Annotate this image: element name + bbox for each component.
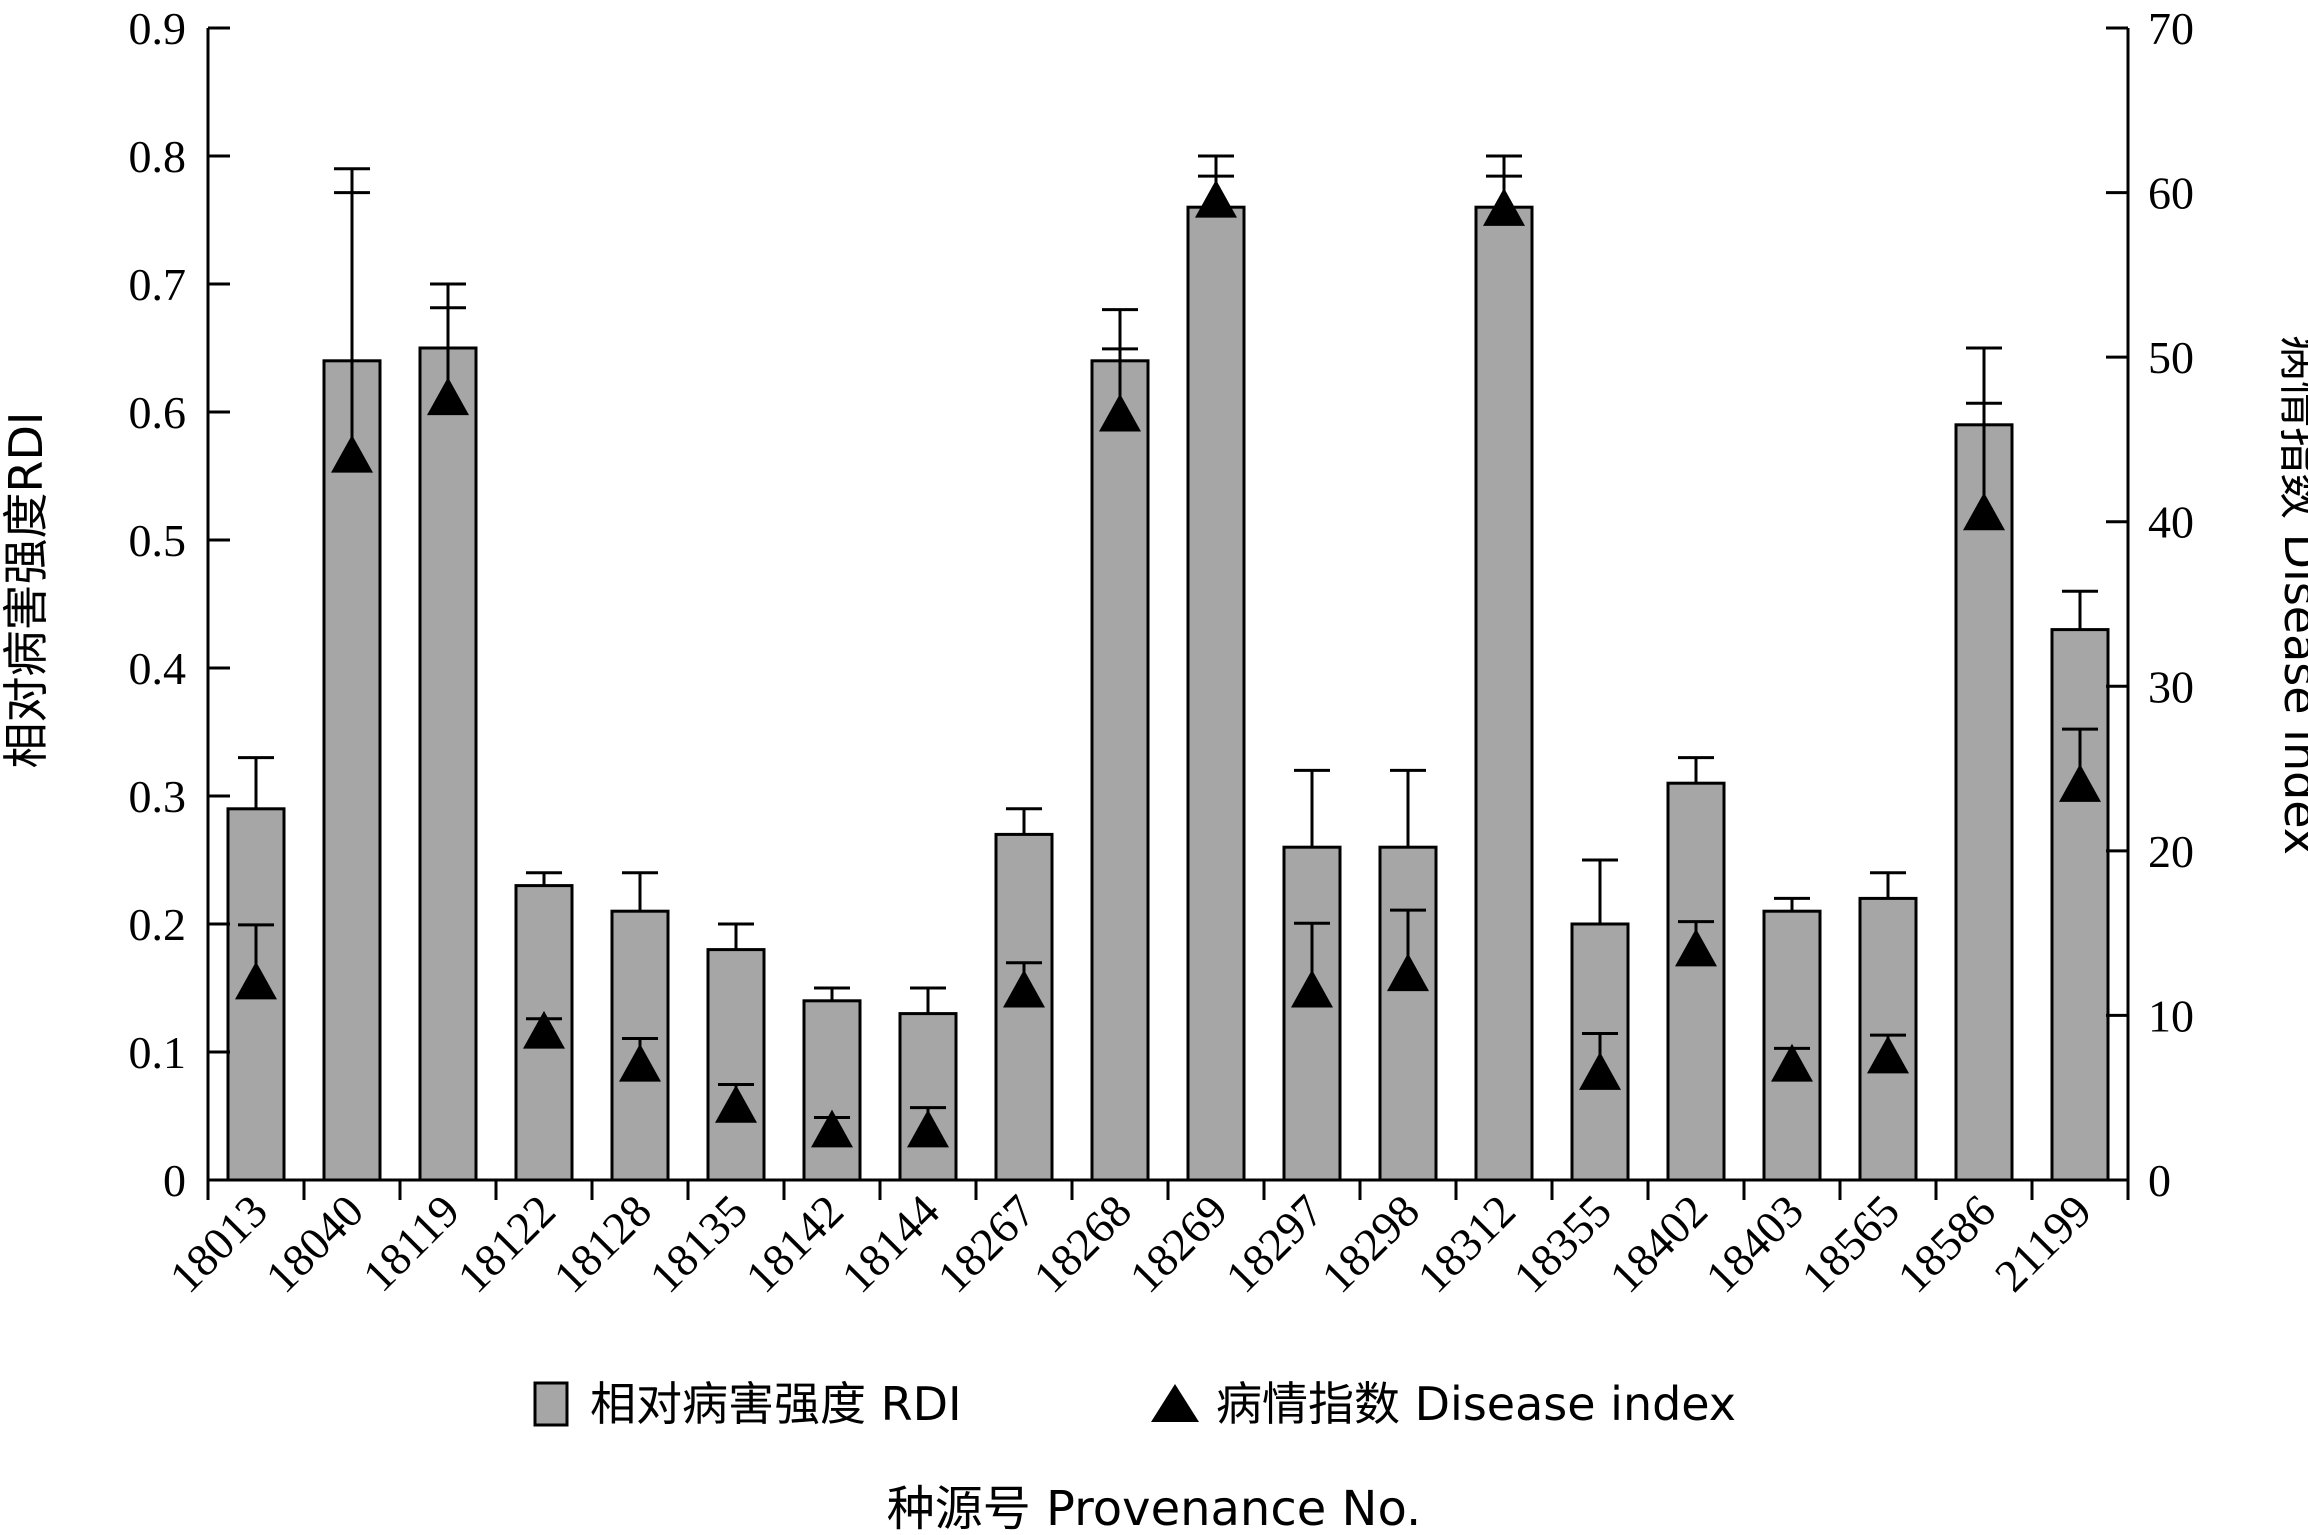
x-tick-label: 18135 (640, 1185, 757, 1302)
y-left-tick-label: 0 (163, 1155, 186, 1206)
disease-index-marker (1867, 1035, 1909, 1074)
legend-marker-swatch (1151, 1384, 1199, 1422)
x-tick-label: 18269 (1120, 1185, 1237, 1302)
rdi-bar (1282, 845, 1342, 1182)
x-tick-label: 18268 (1024, 1185, 1141, 1302)
x-tick-label: 18403 (1696, 1185, 1813, 1302)
y-left-tick-label: 0.4 (129, 643, 187, 694)
x-tick-label: 18565 (1792, 1185, 1909, 1302)
y-right-tick-label: 10 (2148, 990, 2194, 1041)
disease-index-marker (1195, 179, 1237, 218)
disease-index-marker (1291, 969, 1333, 1008)
rdi-bar (802, 999, 862, 1182)
legend-marker-label: 病情指数 Disease index (1216, 1377, 1736, 1431)
disease-index-marker (1003, 969, 1045, 1008)
legend-bar-label: 相对病害强度 RDI (590, 1377, 962, 1431)
disease-index-markers (235, 174, 2101, 1148)
rdi-bar (706, 948, 766, 1182)
disease-index-marker (811, 1109, 853, 1148)
x-tick-label: 18119 (353, 1185, 469, 1301)
y-right-tick-label: 0 (2148, 1155, 2171, 1206)
disease-index-marker (427, 377, 469, 416)
y-right-tick-label: 30 (2148, 661, 2194, 712)
disease-index-marker (1387, 953, 1429, 992)
x-tick-label: 18297 (1216, 1185, 1333, 1302)
rdi-bar (2050, 628, 2110, 1182)
disease-index-marker (523, 1010, 565, 1049)
rdi-bar (898, 1012, 958, 1182)
y-left-tick-label: 0.2 (129, 899, 187, 950)
y-axis-left-title: 相对病害强度RDI (0, 412, 53, 769)
rdi-bar (1954, 423, 2014, 1182)
x-tick-label: 18040 (256, 1185, 373, 1302)
legend: 相对病害强度 RDI 病情指数 Disease index (533, 1377, 1736, 1431)
disease-index-marker (1771, 1043, 1813, 1082)
rdi-bar (322, 359, 382, 1182)
x-tick-label: 18402 (1600, 1185, 1717, 1302)
x-axis-title: 种源号 Provenance No. (887, 1481, 1421, 1535)
disease-index-marker (619, 1043, 661, 1082)
disease-index-marker (331, 434, 373, 473)
disease-index-marker (907, 1109, 949, 1148)
x-tick-label: 18122 (448, 1185, 565, 1302)
rdi-bars (226, 154, 2110, 1182)
y-right-tick-label: 20 (2148, 826, 2194, 877)
disease-index-marker (1483, 188, 1525, 226)
x-tick-label: 18298 (1312, 1185, 1429, 1302)
disease-index-marker (2059, 764, 2101, 802)
rdi-bar (1186, 205, 1246, 1182)
legend-bar-swatch (533, 1381, 569, 1427)
x-tick-label: 21199 (1985, 1185, 2101, 1301)
rdi-bar (1474, 205, 1534, 1182)
x-tick-label: 18142 (736, 1185, 853, 1302)
y-left-tick-label: 0.7 (129, 259, 187, 310)
y-left-tick-label: 0.9 (129, 3, 187, 54)
y-left-tick-label: 0.8 (129, 131, 187, 182)
disease-index-marker (235, 961, 277, 1000)
x-tick-label: 18144 (832, 1185, 949, 1302)
rdi-bar (1378, 845, 1438, 1182)
y-left-tick-label: 0.6 (129, 387, 187, 438)
y-right-tick-label: 70 (2148, 3, 2194, 54)
x-tick-label: 18128 (544, 1185, 661, 1302)
y-left-tick-label: 0.1 (129, 1027, 187, 1078)
disease-index-marker (1963, 492, 2005, 531)
x-tick-label: 18586 (1888, 1185, 2005, 1302)
x-tick-label: 18355 (1504, 1185, 1621, 1302)
rdi-bar (418, 346, 478, 1182)
disease-index-marker (1675, 928, 1717, 967)
y-axis-right-title: 病情指数 Disease index (2274, 335, 2308, 855)
x-tick-label: 18312 (1408, 1185, 1525, 1302)
y-left-tick-label: 0.3 (129, 771, 187, 822)
disease-index-marker (715, 1084, 757, 1123)
rdi-bar (1666, 781, 1726, 1182)
rdi-bar (1090, 359, 1150, 1182)
y-right-tick-label: 50 (2148, 332, 2194, 383)
x-tick-label: 18267 (928, 1185, 1045, 1302)
y-right-tick-label: 40 (2148, 497, 2194, 548)
y-left-tick-label: 0.5 (129, 515, 187, 566)
disease-index-marker (1099, 393, 1141, 432)
disease-index-marker (1579, 1052, 1621, 1090)
y-right-tick-label: 60 (2148, 168, 2194, 219)
